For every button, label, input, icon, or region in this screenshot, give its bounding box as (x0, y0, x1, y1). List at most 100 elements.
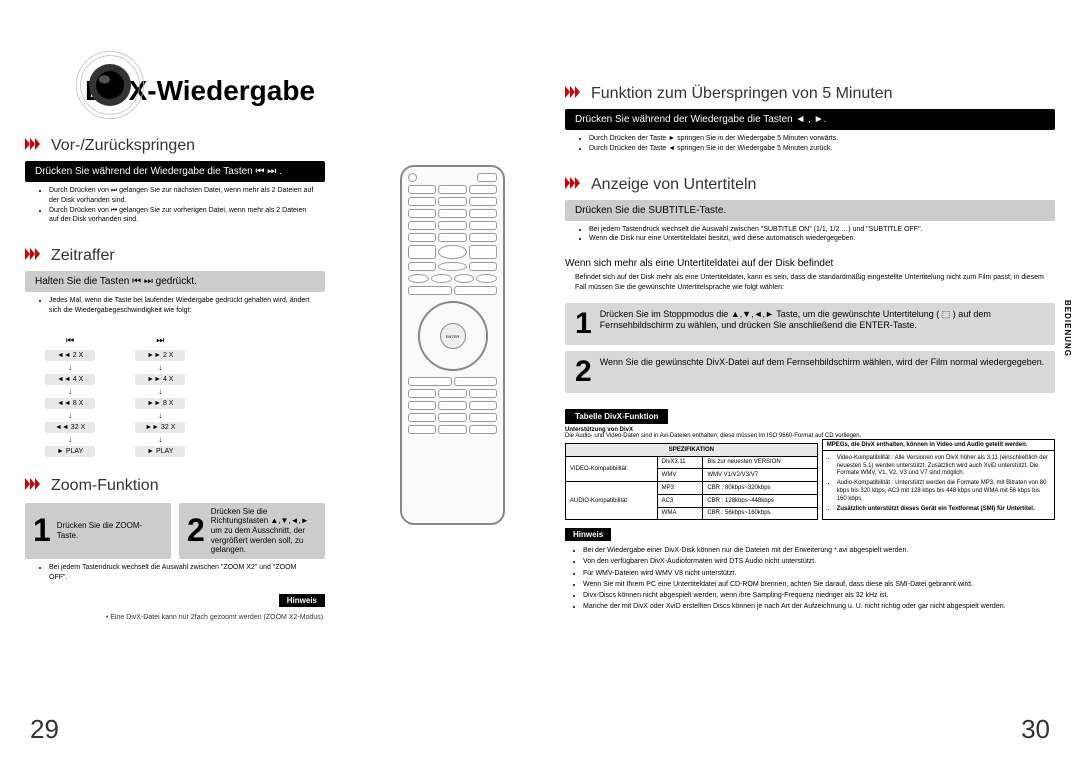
table-row: AUDIO-KompatibilitätMP3CBR : 80kbps~320k… (566, 482, 818, 495)
hinweis-bullet: Manche der mit DivX oder XviD erstellten… (583, 602, 1055, 611)
forward-icon: ⏭ (156, 335, 164, 345)
speed-col-rev: ⏮ ◄◄ 2 X ↓ ◄◄ 4 X ↓ ◄◄ 8 X ↓ ◄◄ 32 X ↓ ►… (45, 330, 95, 459)
step-number: 1 (575, 309, 592, 339)
side-tab: BEDIENUNG (1063, 300, 1072, 357)
skip-heading: Vor-/Zurückspringen (51, 137, 195, 155)
subtitle-heading: Anzeige von Untertiteln (591, 176, 756, 194)
page-number: 29 (30, 714, 59, 745)
skip5-bullets: Durch Drücken der Taste ► springen Sie i… (565, 130, 1055, 158)
subtitle-bullet: Wenn die Disk nur eine Untertiteldatei b… (589, 234, 1045, 244)
speed-col-fwd: ⏭ ►► 2 X ↓ ►► 4 X ↓ ►► 8 X ↓ ►► 32 X ↓ ►… (135, 330, 185, 459)
manual-spread: DivX-Wiedergabe Vor-/Zurückspringen Drüc… (0, 0, 1080, 763)
section-heading: Vor-/Zurückspringen (25, 137, 325, 155)
hinweis-list: Bei der Wiedergabe einer DivX-Disk könne… (565, 546, 1055, 611)
subtitle-subheading: Wenn sich mehr als eine Untertiteldatei … (565, 258, 1055, 269)
arrow-bullet-icon (565, 176, 583, 194)
subtitle-subtext: Befindet sich auf der Disk mehr als eine… (565, 273, 1055, 297)
timelapse-bullet: Jedes Mal, wenn die Taste bei laufender … (25, 292, 325, 320)
compat-side-notes: Video-Kompatibilität : Alle Versionen vo… (823, 451, 1054, 520)
spec-header: SPEZIFIKATION (566, 443, 818, 456)
down-arrow-icon: ↓ (45, 435, 95, 444)
subtitle-bullets: Bei jedem Tastendruck wechselt die Auswa… (565, 221, 1055, 249)
timelapse-instruction: Halten Sie die Tasten ⏮ ⏭ gedrückt. (25, 271, 325, 292)
step-text: Drücken Sie die ZOOM-Taste. (57, 521, 163, 540)
arrow-bullet-icon (25, 247, 43, 265)
timelapse-heading: Zeitraffer (51, 247, 115, 265)
zoom-note-bullet: Bei jedem Tastendruck wechselt die Auswa… (49, 563, 315, 583)
timelapse-section: Zeitraffer Halten Sie die Tasten ⏮ ⏭ ged… (25, 247, 325, 459)
step-number: 2 (575, 357, 592, 387)
speaker-icon (75, 50, 145, 120)
section-heading: Zeitraffer (25, 247, 325, 265)
compat-side-note: Video-Kompatibilität : Alle Versionen vo… (837, 455, 1050, 478)
speed-item: ◄◄ 32 X (45, 422, 95, 433)
step-number: 1 (33, 512, 51, 549)
speed-item: ►► 32 X (135, 422, 185, 433)
skip-instruction: Drücken Sie während der Wiedergabe die T… (25, 161, 325, 182)
left-page: DivX-Wiedergabe Vor-/Zurückspringen Drüc… (0, 0, 540, 763)
compat-table: SPEZIFIKATION VIDEO-KompatibilitätDivX3.… (565, 443, 818, 521)
skip-bullet: Durch Drücken von ⏮ gelangen Sie zur vor… (49, 206, 315, 226)
down-arrow-icon: ↓ (45, 387, 95, 396)
page-number: 30 (1021, 714, 1050, 745)
speed-item: ◄◄ 2 X (45, 350, 95, 361)
down-arrow-icon: ↓ (45, 411, 95, 420)
arrow-bullet-icon (25, 477, 43, 495)
section-heading: Zoom-Funktion (25, 477, 325, 495)
down-arrow-icon: ↓ (45, 363, 95, 372)
step-text: Drücken Sie im Stoppmodus die ▲,▼,◄,► Ta… (600, 309, 1045, 332)
subtitle-bullet: Bei jedem Tastendruck wechselt die Auswa… (589, 225, 1045, 235)
hinweis-bullet: Bei der Wiedergabe einer DivX-Disk könne… (583, 546, 1055, 555)
subtitle-instruction: Drücken Sie die SUBTITLE-Taste. (565, 200, 1055, 221)
skip5-heading: Funktion zum Überspringen von 5 Minuten (591, 85, 893, 103)
hinweis-bullet: Divx-Discs können nicht abgespielt werde… (583, 591, 1055, 600)
rewind-icon: ⏮ (66, 335, 74, 345)
arrow-bullet-icon (565, 85, 583, 103)
step-text: Wenn Sie die gewünschte DivX-Datei auf d… (600, 357, 1045, 369)
speed-item: ◄◄ 8 X (45, 398, 95, 409)
speed-item: ◄◄ 4 X (45, 374, 95, 385)
down-arrow-icon: ↓ (135, 411, 185, 420)
speed-table: ⏮ ◄◄ 2 X ↓ ◄◄ 4 X ↓ ◄◄ 8 X ↓ ◄◄ 32 X ↓ ►… (45, 330, 325, 459)
compat-side-note: Zusätzlich unterstützt dieses Gerät ein … (837, 506, 1050, 514)
skip-bullets: Durch Drücken von ⏭ gelangen Sie zur näc… (25, 182, 325, 229)
compat-side-note: Audio-Kompatibilität : Unterstützt werde… (837, 480, 1050, 503)
down-arrow-icon: ↓ (135, 363, 185, 372)
zoom-section: Zoom-Funktion 1 Drücken Sie die ZOOM-Tas… (25, 477, 325, 622)
timelapse-bullet-text: Jedes Mal, wenn die Taste bei laufender … (49, 296, 315, 316)
remote-dpad: ENTER (418, 301, 488, 371)
speed-item: ►► 4 X (135, 374, 185, 385)
down-arrow-icon: ↓ (135, 387, 185, 396)
subtitle-step-2: 2 Wenn Sie die gewünschte DivX-Datei auf… (565, 351, 1055, 393)
speed-item: ►► 2 X (135, 350, 185, 361)
skip5-section: Funktion zum Überspringen von 5 Minuten … (565, 85, 1055, 158)
zoom-step-2: 2 Drücken Sie die Richtungstasten ▲,▼,◄,… (179, 503, 325, 559)
divx-table-section: Tabelle DivX-Funktion Unterstützung von … (565, 399, 1055, 521)
zoom-heading: Zoom-Funktion (51, 477, 159, 495)
skip5-bullet: Durch Drücken der Taste ◄ springen Sie i… (589, 144, 1045, 154)
zoom-steps: 1 Drücken Sie die ZOOM-Taste. 2 Drücken … (25, 503, 325, 559)
skip5-bullet: Durch Drücken der Taste ► springen Sie i… (589, 134, 1045, 144)
step-text: Drücken Sie die Richtungstasten ▲,▼,◄,► … (211, 507, 317, 555)
step-number: 2 (187, 512, 205, 549)
skip-bullet: Durch Drücken von ⏭ gelangen Sie zur näc… (49, 186, 315, 206)
hinweis-section: Hinweis Bei der Wiedergabe einer DivX-Di… (565, 520, 1055, 611)
hinweis-badge: Hinweis (565, 528, 611, 541)
note-header: MPEGs, die DivX enthalten, können in Vid… (823, 440, 1054, 451)
hinweis-badge: Hinweis (279, 594, 325, 607)
hinweis-bullet: Von den verfügbaren DivX-Audioformaten w… (583, 557, 1055, 566)
arrow-bullet-icon (25, 137, 43, 155)
subtitle-section: Anzeige von Untertiteln Drücken Sie die … (565, 176, 1055, 393)
skip5-instruction: Drücken Sie während der Wiedergabe die T… (565, 109, 1055, 130)
table-title: Tabelle DivX-Funktion (565, 409, 668, 424)
zoom-step-1: 1 Drücken Sie die ZOOM-Taste. (25, 503, 171, 559)
zoom-note: Bei jedem Tastendruck wechselt die Auswa… (25, 559, 325, 587)
right-page: BEDIENUNG Funktion zum Überspringen von … (540, 0, 1080, 763)
page-title: DivX-Wiedergabe (85, 75, 515, 107)
speed-item: ►► 8 X (135, 398, 185, 409)
section-heading: Funktion zum Überspringen von 5 Minuten (565, 85, 1055, 103)
down-arrow-icon: ↓ (135, 435, 185, 444)
hinweis-bullet: Wenn Sie mit Ihrem PC eine Untertiteldat… (583, 580, 1055, 589)
speed-item: ► PLAY (45, 446, 95, 457)
skip-section: Vor-/Zurückspringen Drücken Sie während … (25, 137, 325, 229)
